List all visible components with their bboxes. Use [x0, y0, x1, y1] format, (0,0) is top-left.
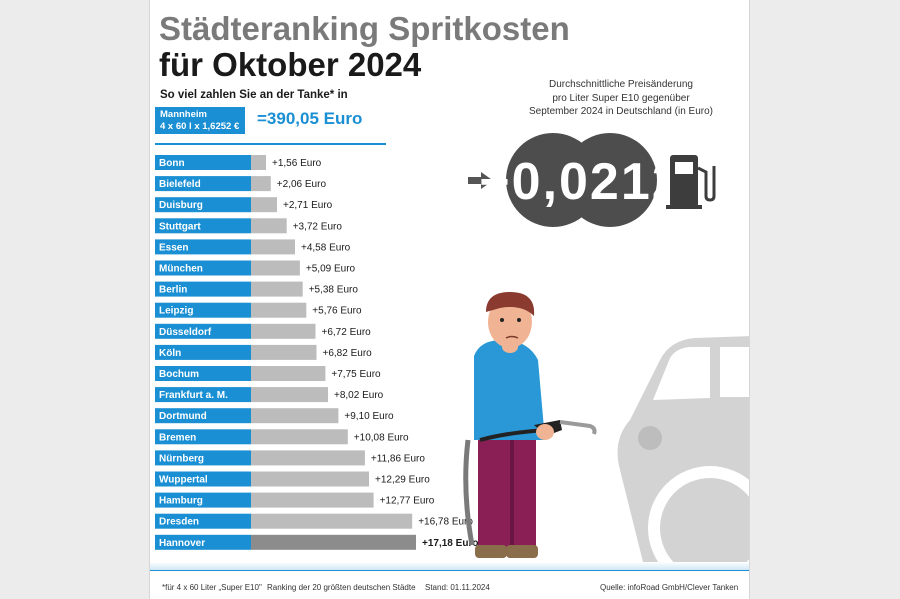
- city-label: Düsseldorf: [159, 327, 212, 338]
- note-line-1: Durchschnittliche Preisänderung: [549, 79, 693, 90]
- value-label: +6,72 Euro: [322, 327, 372, 338]
- value-label: +12,77 Euro: [380, 496, 435, 507]
- footer-rule: [150, 570, 749, 571]
- value-label: +4,58 Euro: [301, 242, 351, 253]
- city-label-box: [155, 260, 251, 276]
- value-bar: [251, 429, 348, 445]
- value-bar: [251, 155, 266, 170]
- reference-city-box: Mannheim 4 x 60 l x 1,6252 €: [155, 107, 245, 134]
- city-label-box: [155, 534, 251, 550]
- value-label: +7,75 Euro: [331, 369, 381, 380]
- reference-value: =390,05 Euro: [257, 109, 363, 128]
- city-label: Wuppertal: [159, 475, 208, 486]
- value-bar: [251, 408, 339, 424]
- city-label-box: [155, 302, 251, 318]
- value-bar: [251, 281, 303, 297]
- value-bar: [251, 260, 300, 276]
- city-label-box: [155, 281, 251, 297]
- value-bar: [251, 239, 295, 255]
- footer-source: Quelle: infoRoad GmbH/Clever Tanken: [600, 583, 739, 592]
- value-label: +5,38 Euro: [309, 285, 359, 296]
- city-label-box: [155, 176, 251, 192]
- value-bar: [251, 197, 277, 213]
- footer-footnote: *für 4 x 60 Liter „Super E10": [162, 583, 262, 592]
- city-label: Dresden: [159, 517, 199, 528]
- city-label-box: [155, 155, 251, 170]
- infographic-card: Städteranking Spritkosten für Oktober 20…: [149, 0, 750, 599]
- footer-fade: [150, 562, 749, 570]
- value-label: +1,56 Euro: [272, 158, 322, 169]
- value-label: +16,78 Euro: [418, 517, 473, 528]
- city-label-box: [155, 429, 251, 445]
- value-label: +8,02 Euro: [334, 390, 384, 401]
- value-label: +2,71 Euro: [283, 200, 333, 211]
- value-bar: [251, 450, 365, 466]
- value-bar: [251, 218, 287, 234]
- subtitle: So viel zahlen Sie an der Tanke* in: [160, 89, 348, 101]
- city-label-box: [155, 366, 251, 381]
- price-change-note: Durchschnittliche Preisänderung pro Lite…: [516, 78, 726, 119]
- title-line-2: für Oktober 2024: [159, 46, 422, 83]
- value-label: +12,29 Euro: [375, 475, 430, 486]
- value-bar: [251, 323, 316, 339]
- city-label: Dortmund: [159, 411, 207, 422]
- city-label-box: [155, 513, 251, 529]
- footer-stand: Stand: 01.11.2024: [425, 583, 490, 592]
- city-label: Hamburg: [159, 496, 203, 507]
- footer-ranking: Ranking der 20 größten deutschen Städte: [267, 583, 416, 592]
- note-line-2: pro Liter Super E10 gegenüber: [552, 92, 690, 104]
- city-label-box: [155, 344, 251, 360]
- reference-underline: [155, 143, 386, 145]
- city-label: Essen: [159, 242, 188, 253]
- left-margin: [0, 0, 149, 599]
- value-label: +11,86 Euro: [371, 453, 425, 464]
- city-label: Frankfurt a. M.: [159, 390, 228, 401]
- city-label: Bonn: [159, 158, 185, 169]
- value-label: +9,10 Euro: [344, 411, 394, 422]
- city-label-box: [155, 218, 251, 234]
- value-label: +3,72 Euro: [293, 221, 343, 232]
- value-label: +17,18 Euro: [422, 538, 478, 549]
- value-bar: [251, 492, 374, 508]
- city-label: Köln: [159, 348, 181, 359]
- reference-city: Mannheim: [160, 109, 207, 120]
- value-label: +2,06 Euro: [277, 179, 327, 190]
- city-label-box: [155, 471, 251, 487]
- city-label: Stuttgart: [159, 221, 201, 232]
- city-label: Bochum: [159, 369, 199, 380]
- city-label: Berlin: [159, 285, 187, 296]
- value-label: +5,09 Euro: [306, 264, 356, 275]
- city-label: Bremen: [159, 432, 196, 443]
- value-bar: [251, 471, 369, 487]
- value-bar: [251, 344, 317, 360]
- city-label: Bielefeld: [159, 179, 201, 190]
- city-label-box: [155, 239, 251, 255]
- city-label: Nürnberg: [159, 453, 204, 464]
- value-bar: [251, 513, 413, 529]
- city-bar-chart: Bonn +1,56 Euro Bielefeld +2,06 Euro Duisbur…: [155, 155, 478, 550]
- value-bar: [251, 176, 271, 192]
- right-margin: [750, 0, 900, 599]
- value-bar: [251, 387, 328, 403]
- value-label: +5,76 Euro: [312, 306, 362, 317]
- city-label-box: [155, 408, 251, 424]
- city-label: München: [159, 264, 203, 275]
- city-label-box: [155, 387, 251, 403]
- value-label: +10,08 Euro: [354, 432, 409, 443]
- note-line-3: September 2024 in Deutschland (in Euro): [529, 106, 713, 117]
- city-label-box: [155, 323, 251, 339]
- value-bar: [251, 302, 307, 318]
- value-bar: [251, 366, 326, 381]
- title-line-1: Städteranking Spritkosten: [159, 10, 570, 47]
- reference-formula: 4 x 60 l x 1,6252 €: [160, 121, 240, 132]
- city-label-box: [155, 197, 251, 213]
- city-label: Duisburg: [159, 200, 203, 211]
- value-label: +6,82 Euro: [323, 348, 373, 359]
- city-label-box: [155, 450, 251, 466]
- city-label: Hannover: [159, 538, 205, 549]
- city-label-box: [155, 492, 251, 508]
- city-label: Leipzig: [159, 306, 193, 317]
- value-bar: [251, 534, 416, 550]
